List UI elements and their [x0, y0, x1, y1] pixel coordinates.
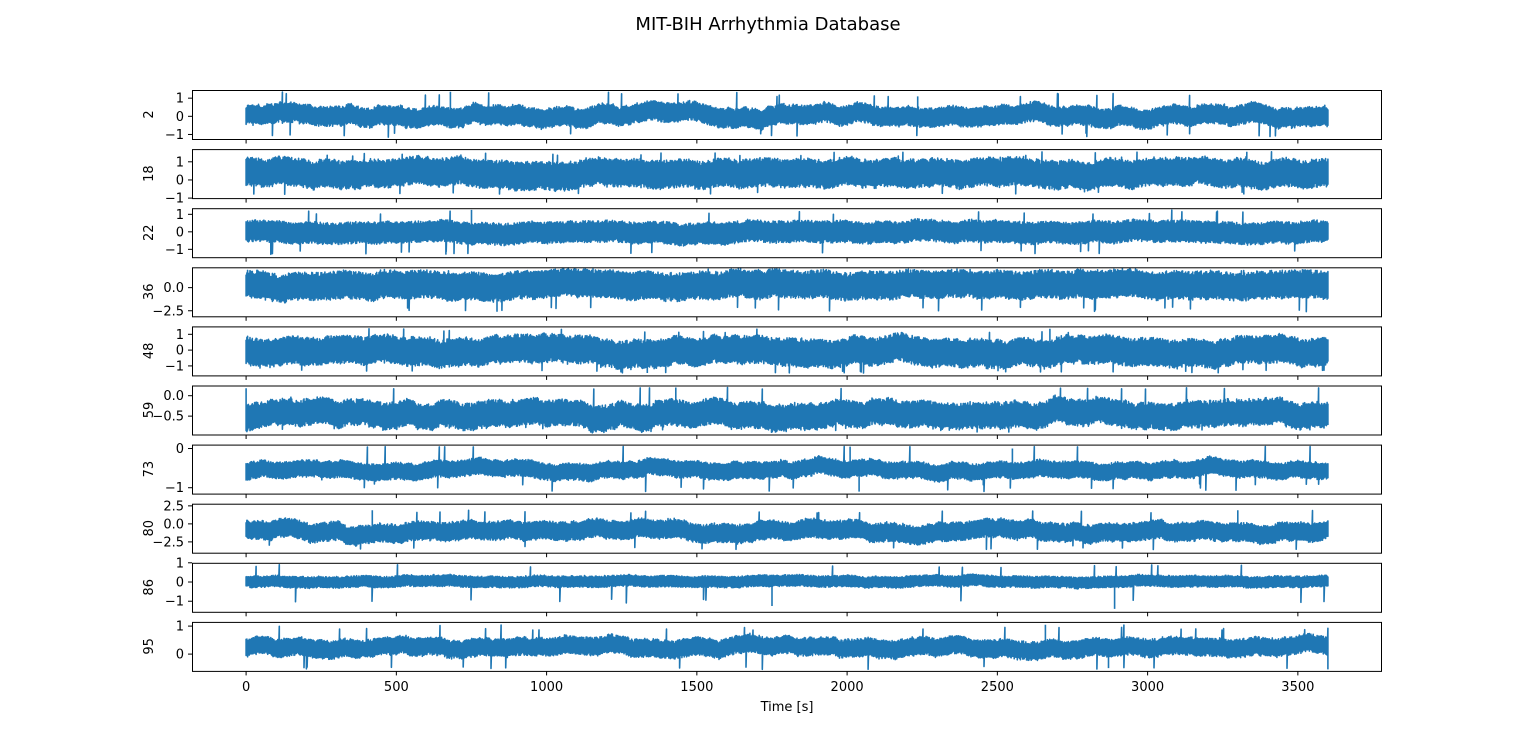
- y-tick-label-36-0: −2.5: [152, 304, 184, 319]
- y-tick-label-22-1: 0: [176, 225, 184, 240]
- y-axis-label-59: 59: [142, 402, 157, 419]
- series-line-22: [245, 209, 1329, 256]
- x-tick-label-1: 500: [384, 680, 409, 695]
- axes-frame-86: [192, 562, 1382, 613]
- axes-frame-48: [192, 326, 1382, 377]
- y-tick-label-73-1: 0: [176, 442, 184, 457]
- y-tick-label-22-0: −1: [165, 243, 184, 258]
- axes-frame-59: [192, 385, 1382, 436]
- series-line-18: [245, 151, 1329, 195]
- y-tick-label-2-0: −1: [165, 128, 184, 143]
- axes-frame-36: [192, 267, 1382, 318]
- series-line-86: [245, 563, 1329, 609]
- y-tick-label-2-2: 1: [176, 92, 184, 107]
- y-tick-label-86-1: 0: [176, 576, 184, 591]
- y-tick-label-48-2: 1: [176, 328, 184, 343]
- series-line-2: [245, 91, 1329, 138]
- y-axis-label-36: 36: [142, 284, 157, 301]
- y-tick-label-2-1: 0: [176, 110, 184, 125]
- y-axis-label-95: 95: [142, 638, 157, 655]
- series-line-95: [245, 624, 1329, 671]
- series-line-48: [245, 328, 1329, 374]
- x-tick-label-5: 2500: [981, 680, 1014, 695]
- y-tick-label-86-2: 1: [176, 556, 184, 571]
- y-tick-label-95-0: 0: [176, 648, 184, 663]
- x-tick-label-0: 0: [242, 680, 250, 695]
- y-tick-label-80-1: 0.0: [163, 517, 184, 532]
- x-tick-label-6: 3000: [1131, 680, 1164, 695]
- x-tick-label-2: 1000: [530, 680, 563, 695]
- subplot-2: −1 0 1 2: [142, 90, 1382, 144]
- subplot-95: 0 1 95 0 500 1000 1500 2000 2500 3000 3500: [142, 620, 1382, 695]
- y-axis-label-22: 22: [142, 224, 157, 241]
- subplot-86: −1 0 1 86: [142, 556, 1382, 617]
- y-axis-label-18: 18: [142, 165, 157, 182]
- x-tick-label-4: 2000: [831, 680, 864, 695]
- subplot-80: −2.5 0.0 2.5 80: [142, 499, 1382, 558]
- x-tick-label-3: 1500: [680, 680, 713, 695]
- y-tick-label-59-0: −0.5: [152, 410, 184, 425]
- subplot-22: −1 0 1 22: [142, 208, 1382, 262]
- y-tick-label-22-2: 1: [176, 208, 184, 223]
- y-tick-label-59-1: 0.0: [163, 389, 184, 404]
- y-tick-label-73-0: −1: [165, 481, 184, 496]
- y-axis-label-80: 80: [142, 520, 157, 537]
- y-tick-label-18-0: −1: [165, 192, 184, 207]
- y-axis-label-86: 86: [142, 579, 157, 596]
- x-tick-label-7: 3500: [1281, 680, 1314, 695]
- y-tick-label-48-1: 0: [176, 344, 184, 359]
- subplot-18: −1 0 1 18: [142, 149, 1382, 207]
- axes-frame-95: [192, 621, 1382, 672]
- series-line-59: [245, 386, 1329, 434]
- subplot-36: −2.5 0.0 36: [142, 267, 1382, 321]
- subplot-stack: −1012−10118−10122−2.50.036−10148−0.50.05…: [142, 90, 1382, 695]
- y-tick-label-95-1: 1: [176, 620, 184, 635]
- y-tick-label-18-1: 0: [176, 173, 184, 188]
- axes-frame-2: [192, 90, 1382, 140]
- subplot-73: −1 0 73: [142, 442, 1382, 499]
- axes-frame-22: [192, 208, 1382, 259]
- y-tick-label-86-0: −1: [165, 595, 184, 610]
- axes-frame-73: [192, 444, 1382, 495]
- axes-frame-80: [192, 503, 1382, 554]
- y-tick-label-80-0: −2.5: [152, 535, 184, 550]
- y-tick-label-18-2: 1: [176, 155, 184, 170]
- y-tick-label-80-2: 2.5: [163, 499, 184, 514]
- y-tick-label-48-0: −1: [165, 359, 184, 374]
- chart-title: MIT-BIH Arrhythmia Database: [635, 14, 900, 35]
- y-axis-label-73: 73: [142, 461, 157, 478]
- series-line-36: [245, 267, 1329, 313]
- y-axis-label-2: 2: [142, 110, 157, 118]
- subplot-48: −101 48: [142, 326, 1382, 380]
- y-tick-label-36-1: 0.0: [163, 281, 184, 296]
- axes-frame-18: [192, 149, 1382, 200]
- x-axis-label: Time [s]: [760, 700, 814, 715]
- series-line-80: [245, 509, 1329, 551]
- subplot-59: −0.5 0.0 59: [142, 385, 1382, 439]
- y-axis-label-48: 48: [142, 343, 157, 360]
- series-line-73: [245, 445, 1329, 493]
